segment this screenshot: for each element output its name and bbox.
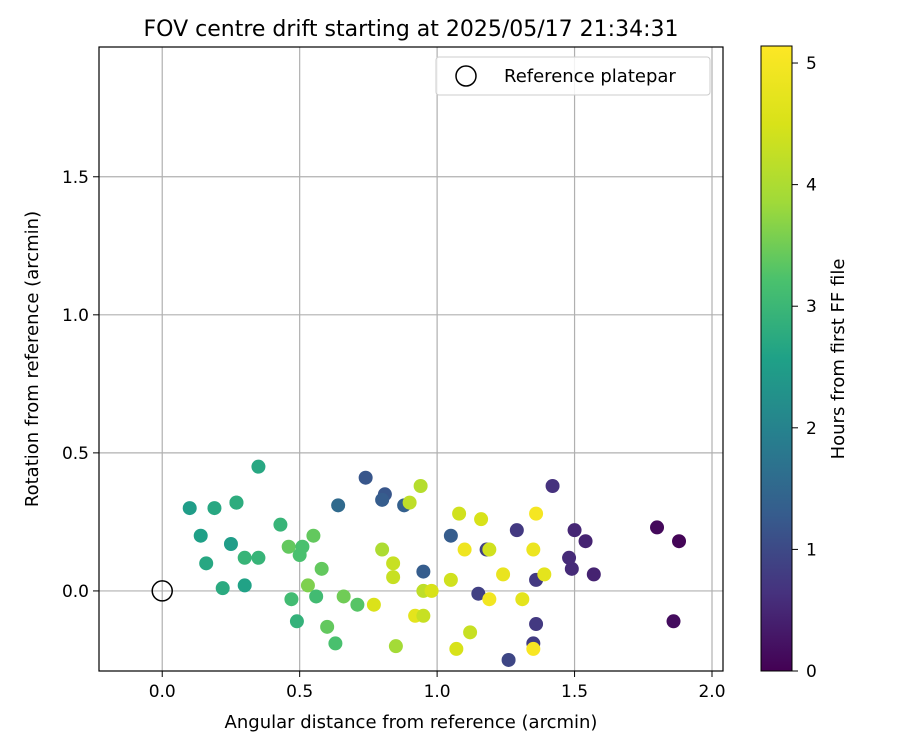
colorbar-ticks: 0 1 2 3 4 5	[792, 54, 817, 682]
x-tick-label: 0.5	[286, 682, 313, 702]
data-point	[471, 586, 486, 601]
data-point	[529, 617, 544, 632]
plot-area-frame	[98, 46, 724, 672]
data-point	[443, 528, 458, 543]
reference-point	[151, 580, 173, 602]
data-point	[281, 539, 296, 554]
data-point	[413, 479, 428, 494]
data-point	[482, 592, 497, 607]
data-point	[509, 523, 524, 538]
data-point	[182, 501, 197, 516]
data-point	[586, 567, 601, 582]
colorbar-tick-label: 4	[806, 176, 817, 196]
data-point	[463, 625, 478, 640]
x-axis-ticks: 0.0 0.5 1.0 1.5 2.0	[149, 671, 726, 702]
x-tick-label: 2.0	[698, 682, 725, 702]
data-point	[526, 641, 541, 656]
data-point	[545, 479, 560, 494]
data-point	[215, 581, 230, 596]
data-point	[306, 528, 321, 543]
data-point	[672, 534, 687, 549]
data-point	[501, 652, 516, 667]
data-point	[388, 639, 403, 654]
data-point	[424, 583, 439, 598]
data-point	[529, 506, 544, 521]
colorbar-tick-label: 1	[806, 540, 817, 560]
data-point	[289, 614, 304, 629]
data-point	[328, 636, 343, 651]
data-point	[537, 567, 552, 582]
data-point	[375, 542, 390, 557]
legend-reference-marker	[455, 65, 477, 87]
x-tick-label: 1.0	[424, 682, 451, 702]
data-point	[474, 512, 489, 527]
y-tick-label: 1.5	[62, 168, 89, 188]
data-point	[229, 495, 244, 510]
data-point	[515, 592, 530, 607]
y-tick-label: 0.0	[62, 582, 89, 602]
data-point	[336, 589, 351, 604]
data-point	[309, 589, 324, 604]
data-point	[251, 550, 266, 565]
data-point	[300, 578, 315, 593]
colorbar-tick-label: 3	[806, 297, 817, 317]
data-point	[375, 492, 390, 507]
data-point	[314, 561, 329, 576]
data-point	[578, 534, 593, 549]
data-point	[650, 520, 665, 535]
colorbar: 0 1 2 3 4 5 Hours from first FF file	[760, 45, 849, 682]
legend: Reference platepar	[435, 56, 711, 96]
data-point	[237, 550, 252, 565]
colorbar-tick-label: 5	[806, 54, 817, 74]
data-point	[567, 523, 582, 538]
reference-marker	[151, 580, 173, 602]
data-point	[320, 619, 335, 634]
data-point	[666, 614, 681, 629]
data-points	[182, 459, 687, 667]
data-point	[562, 550, 577, 565]
x-tick-label: 1.5	[561, 682, 588, 702]
grid-lines	[99, 47, 723, 671]
data-point	[449, 641, 464, 656]
data-point	[457, 542, 472, 557]
data-point	[223, 536, 238, 551]
x-axis-label: Angular distance from reference (arcmin)	[225, 712, 598, 733]
colorbar-label: Hours from first FF file	[828, 259, 849, 460]
legend-box	[435, 56, 711, 96]
data-point	[564, 561, 579, 576]
data-point	[273, 517, 288, 532]
data-point	[284, 592, 299, 607]
data-point	[350, 597, 365, 612]
data-point	[237, 578, 252, 593]
colorbar-tick-label: 2	[806, 419, 817, 439]
data-point	[526, 542, 541, 557]
data-point	[331, 498, 346, 513]
chart-title: FOV centre drift starting at 2025/05/17 …	[144, 17, 679, 42]
data-point	[443, 572, 458, 587]
y-axis-ticks: 0.0 0.5 1.0 1.5	[62, 168, 99, 602]
y-tick-label: 1.0	[62, 306, 89, 326]
data-point	[207, 501, 222, 516]
data-point	[251, 459, 266, 474]
colorbar-tick-label: 0	[806, 662, 817, 682]
data-point	[482, 542, 497, 557]
data-point	[416, 608, 431, 623]
colorbar-gradient	[760, 45, 793, 672]
data-point	[496, 567, 511, 582]
data-point	[193, 528, 208, 543]
legend-entry-label: Reference platepar	[504, 66, 676, 87]
x-tick-label: 0.0	[149, 682, 176, 702]
y-axis-label: Rotation from reference (arcmin)	[22, 211, 43, 507]
y-tick-label: 0.5	[62, 444, 89, 464]
data-point	[386, 556, 401, 571]
data-point	[295, 539, 310, 554]
data-point	[199, 556, 214, 571]
data-point	[402, 495, 417, 510]
data-point	[452, 506, 467, 521]
data-point	[386, 570, 401, 585]
data-point	[358, 470, 373, 485]
data-point	[366, 597, 381, 612]
data-point	[416, 564, 431, 579]
